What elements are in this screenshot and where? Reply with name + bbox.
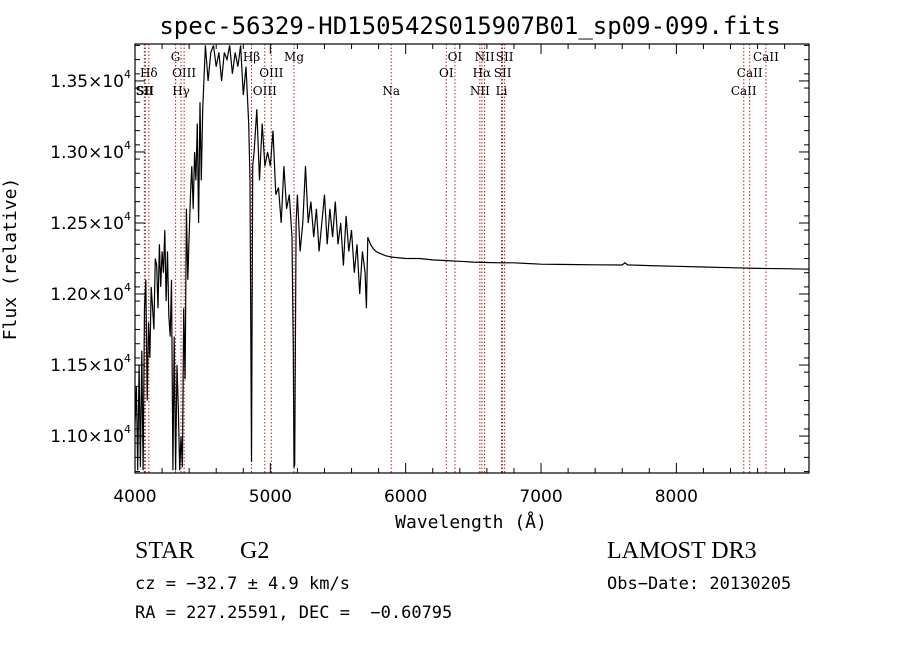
line-label-Hγ: Hγ (172, 84, 190, 98)
line-label-Na: Na (382, 84, 400, 98)
x-axis-title: Wavelength (Å) (395, 511, 547, 533)
y-tick-label: 1.35×104 (50, 68, 131, 92)
line-label-SII: SII (494, 66, 512, 80)
line-labels: SIISIIHδGHγOIIIHβOIIIOIIIMgNaOIOINIIHαNI… (135, 50, 779, 98)
class-label: STAR (135, 538, 195, 564)
x-tick-label: 8000 (655, 487, 698, 507)
spectrum-series-line (134, 45, 810, 471)
y-axis-title: Flux (relative) (0, 178, 21, 341)
line-label-CaII: CaII (731, 84, 757, 98)
line-label-OI: OI (448, 50, 463, 64)
line-label-Hβ: Hβ (243, 50, 260, 64)
x-tick-label: 7000 (519, 487, 562, 507)
line-label-G: G (171, 50, 181, 64)
obs-date: Obs−Date: 20130205 (607, 574, 792, 594)
line-label-SII: SII (136, 84, 154, 98)
subclass-label: G2 (240, 538, 270, 564)
line-label-Hδ: Hδ (140, 66, 158, 80)
line-label-OIII: OIII (253, 84, 277, 98)
line-label-SII: SII (496, 50, 514, 64)
y-tick-label: 1.30×104 (50, 139, 131, 163)
line-label-Hα: Hα (473, 66, 492, 80)
chart-title: spec-56329-HD150542S015907B01_sp09-099.f… (159, 12, 780, 40)
y-tick-label: 1.15×104 (50, 352, 131, 376)
plot-frame (134, 43, 810, 474)
y-tick-label: 1.25×104 (50, 210, 131, 234)
survey-label: LAMOST DR3 (607, 538, 757, 564)
axis-ticks (134, 44, 809, 473)
line-label-NII: NII (470, 84, 490, 98)
line-label-OIII: OIII (172, 66, 196, 80)
line-label-CaII: CaII (737, 66, 763, 80)
line-label-CaII: CaII (753, 50, 779, 64)
line-label-Li: Li (496, 84, 508, 98)
line-label-OI: OI (439, 66, 454, 80)
line-label-NII: NII (475, 50, 495, 64)
emission-line-markers (143, 44, 767, 473)
x-tick-label: 5000 (249, 487, 292, 507)
line-label-OIII: OIII (259, 66, 283, 80)
x-tick-label: 4000 (113, 487, 156, 507)
line-label-SII: SII (135, 84, 153, 98)
x-tick-labels: 4000 5000 6000 7000 8000 (113, 487, 698, 507)
coords-readout: RA = 227.25591, DEC = −0.60795 (135, 603, 453, 623)
line-label-Mg: Mg (284, 50, 304, 64)
y-tick-labels: 1.10×104 1.15×104 1.20×104 1.25×104 1.30×104… (50, 68, 131, 447)
y-tick-label: 1.20×104 (50, 281, 131, 305)
y-tick-label: 1.10×104 (50, 423, 131, 447)
cz-readout: cz = −32.7 ± 4.9 km/s (135, 574, 350, 594)
x-tick-label: 6000 (384, 487, 427, 507)
